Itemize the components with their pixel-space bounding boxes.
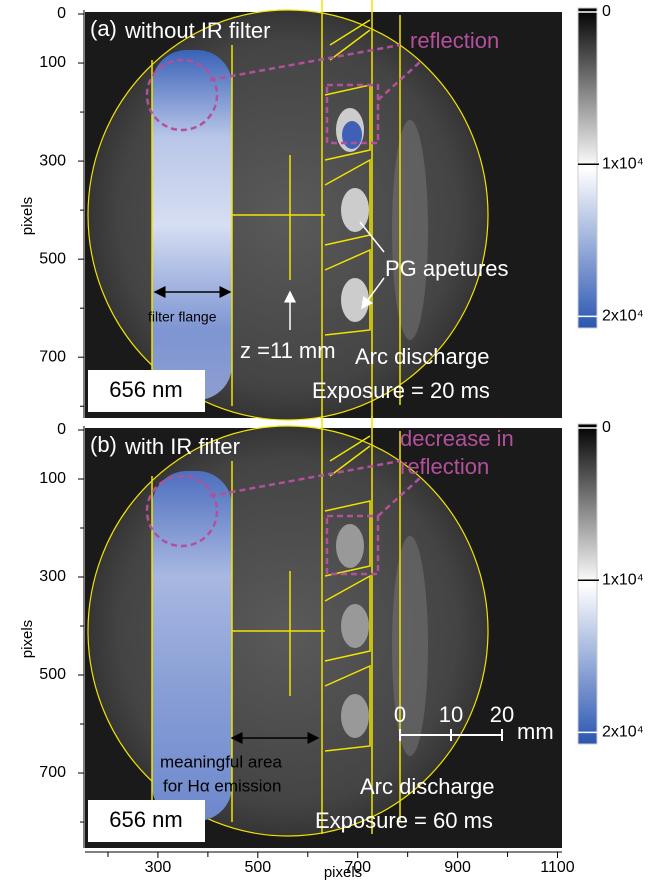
wavelength: 656 nm [109, 807, 182, 832]
emission-column [152, 50, 232, 400]
scale-label: 0 [394, 702, 406, 727]
note: for Hα emission [163, 776, 281, 795]
y-tick-label: 700 [39, 764, 66, 781]
y-tick-label: 0 [57, 421, 66, 438]
annotation: decrease in [400, 426, 514, 451]
scale-label: 20 [490, 702, 514, 727]
exposure: Exposure = 60 ms [315, 808, 493, 833]
x-tick-label: 900 [444, 859, 471, 876]
y-tick-label: 500 [39, 250, 66, 267]
annotation: reflection [400, 454, 489, 479]
x-tick-label: 500 [244, 859, 271, 876]
y-tick-label: 100 [39, 54, 66, 71]
note: PG apetures [385, 256, 509, 281]
scale-unit: mm [517, 719, 554, 744]
y-axis-label: pixels [19, 620, 36, 658]
y-tick-label: 300 [39, 568, 66, 585]
aperture-glow [341, 694, 369, 738]
condition: Arc discharge [360, 774, 495, 799]
exposure: Exposure = 20 ms [312, 378, 490, 403]
panel-label: (b) [90, 432, 117, 457]
condition: Arc discharge [355, 344, 490, 369]
scale-label: 10 [439, 702, 463, 727]
x-tick-label: 1100 [540, 859, 575, 876]
aperture-glow [336, 524, 364, 568]
aperture-glow [341, 604, 369, 648]
y-tick-label: 300 [39, 152, 66, 169]
note: meaningful area [160, 752, 282, 771]
note: z =11 mm [240, 338, 336, 363]
aperture-glow [341, 188, 369, 232]
panel-title: with IR filter [124, 434, 240, 459]
colorbar-label: 2x10⁴ [602, 308, 644, 325]
colorbar-label: 0 [602, 3, 611, 20]
panel-title: without IR filter [124, 18, 271, 43]
note: filter flange [148, 309, 217, 325]
aperture-glow [341, 278, 369, 322]
colorbar [578, 424, 597, 744]
colorbar-label: 0 [602, 419, 611, 436]
edge-glow [392, 120, 428, 340]
annotation: reflection [410, 28, 499, 53]
y-tick-label: 0 [57, 5, 66, 22]
y-tick-label: 500 [39, 666, 66, 683]
panel-label: (a) [90, 16, 117, 41]
colorbar-label: 2x10⁴ [602, 724, 644, 741]
y-axis-label: pixels [19, 197, 36, 235]
colorbar-label: 1x10⁴ [602, 155, 644, 172]
figure: reflection (a) without IR filter 656 nm Arc … [0, 0, 662, 880]
colorbar [578, 8, 597, 328]
x-axis-label: pixels [324, 864, 362, 880]
y-tick-label: 700 [39, 348, 66, 365]
page: {"panels": [ {"label": "(a)", "title": "… [0, 0, 662, 880]
reflection-spot [342, 121, 362, 149]
wavelength: 656 nm [109, 377, 182, 402]
y-tick-label: 100 [39, 470, 66, 487]
x-tick-label: 300 [145, 859, 172, 876]
colorbar-label: 1x10⁴ [602, 571, 644, 588]
